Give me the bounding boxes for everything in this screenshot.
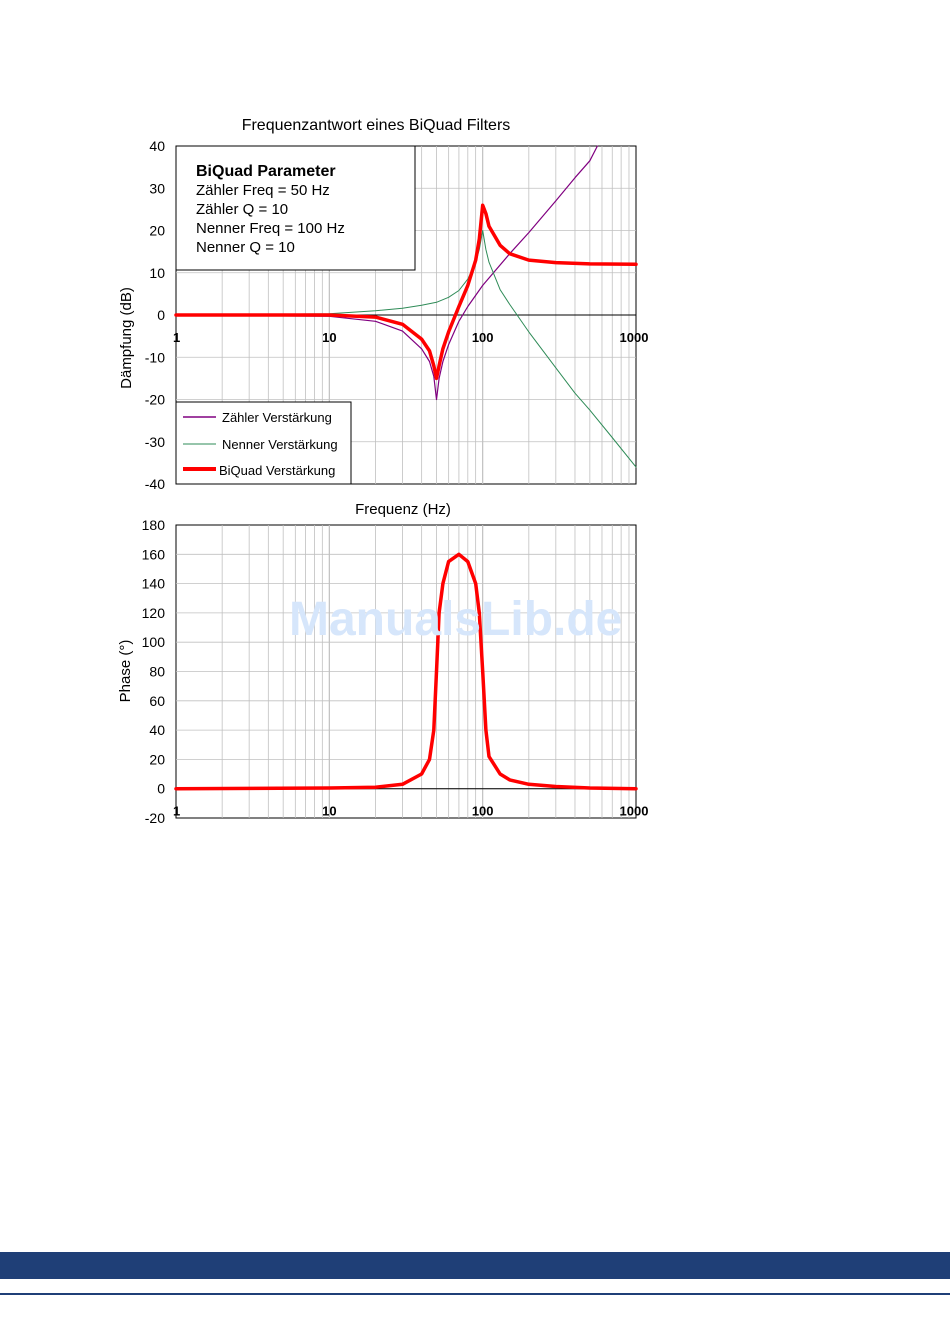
legend-entry-nenner: Nenner Verstärkung [222,437,338,452]
y-tick-label: 140 [142,576,166,592]
x-tick-label: 1 [173,804,180,819]
chart-phase: -20 0 20 40 60 80 100 120 140 160 180 1 10 100 1000 P… [117,517,648,826]
chart-title: Frequenzantwort eines BiQuad Filters [242,117,511,134]
y-tick-label: 0 [157,781,165,797]
footer-line [0,1293,950,1295]
y-tick-label: 20 [149,751,165,767]
x-tick-label: 10 [322,330,336,345]
parameter-line: Nenner Freq = 100 Hz [196,220,345,237]
series-line-zähler-verstärkung [175,145,598,401]
y-tick-label: -20 [145,810,165,826]
x-tick-label: 1 [173,330,180,345]
y-axis: -20 0 20 40 60 80 100 120 140 160 180 [142,517,166,826]
chart-magnitude: Frequenzantwort eines BiQuad Filters -40… [118,117,648,518]
x-tick-label: 100 [472,330,494,345]
y-tick-label: -20 [145,392,165,408]
series-line-phase [174,552,638,791]
y-tick-label: 40 [149,138,165,154]
y-tick-label: -30 [145,434,165,450]
y-tick-label: 160 [142,546,166,562]
parameter-box: BiQuad Parameter Zähler Freq = 50 Hz Zäh… [175,145,416,271]
parameter-line: Zähler Q = 10 [196,201,288,218]
x-axis: 1 10 100 1000 [173,330,648,345]
y-tick-label: 120 [142,605,166,621]
series-group [174,145,638,468]
legend: Zähler Verstärkung Nenner Verstärkung Bi… [175,401,352,485]
parameter-line: Zähler Freq = 50 Hz [196,182,330,199]
x-tick-label: 100 [472,804,494,819]
legend-entry-zaehler: Zähler Verstärkung [222,410,332,425]
y-axis-label: Dämpfung (dB) [118,287,135,389]
x-tick-label: 1000 [620,804,649,819]
y-tick-label: 10 [149,265,165,281]
x-axis-label: Frequenz (Hz) [355,501,451,518]
y-tick-label: 80 [149,664,165,680]
y-tick-label: 30 [149,180,165,196]
legend-entry-biquad: BiQuad Verstärkung [219,463,335,478]
y-tick-label: 40 [149,722,165,738]
parameter-line: Nenner Q = 10 [196,239,295,256]
y-axis: -40 -30 -20 -10 0 10 20 30 40 [145,138,165,492]
x-tick-label: 1000 [620,330,649,345]
y-tick-label: 0 [157,307,165,323]
y-axis-label: Phase (°) [117,640,134,703]
series-line-nenner-verstärkung [175,230,637,468]
x-tick-label: 10 [322,804,336,819]
footer-bar [0,1252,950,1279]
watermark-text: ManualsLib.de [289,593,623,646]
y-tick-label: 100 [142,634,166,650]
y-tick-label: -40 [145,476,165,492]
parameter-heading: BiQuad Parameter [196,163,336,180]
y-tick-label: -10 [145,349,165,365]
y-tick-label: 60 [149,693,165,709]
y-tick-label: 180 [142,517,166,533]
y-tick-label: 20 [149,223,165,239]
series-group [174,552,638,791]
series-line-biquad-verstärkung [174,203,638,381]
x-axis: 1 10 100 1000 [173,804,648,819]
grid [176,525,636,818]
